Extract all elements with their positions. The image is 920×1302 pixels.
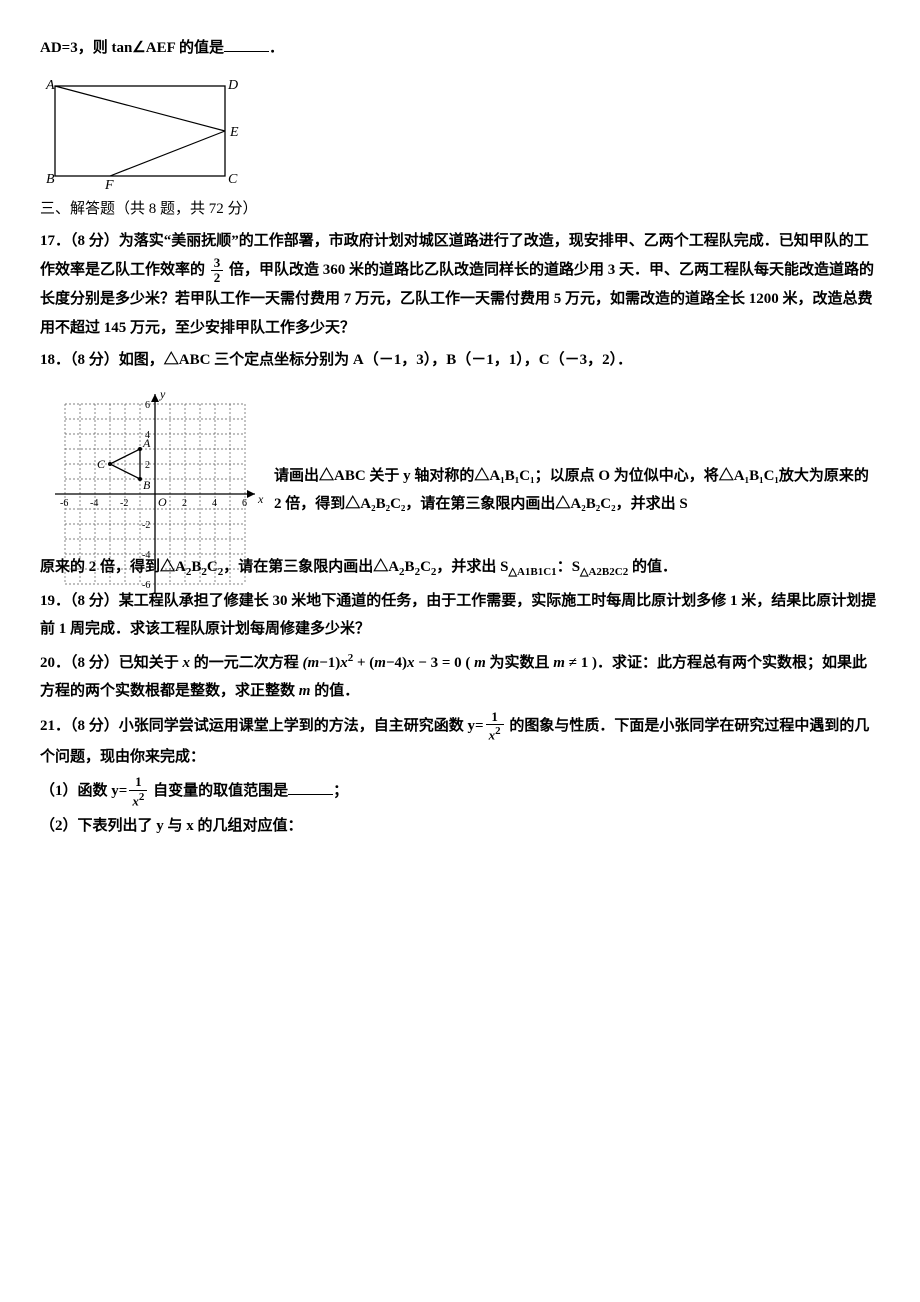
q20: 20．（8 分）已知关于 x 的一元二次方程 (m−1)x2 + (m−4)x … (40, 648, 880, 706)
svg-text:x: x (257, 492, 264, 506)
q21-intro: 21．（8 分）小张同学尝试运用课堂上学到的方法，自主研究函数 y=1x2 的图… (40, 710, 880, 771)
q21-p1: （1）函数 y=1x2 自变量的取值范围是； (40, 775, 880, 808)
svg-text:6: 6 (242, 498, 247, 509)
q17-frac: 32 (211, 256, 224, 286)
svg-text:-6: -6 (60, 498, 68, 509)
svg-text:2: 2 (145, 460, 150, 471)
q21-p2: （2）下表列出了 y 与 x 的几组对应值： (40, 812, 880, 841)
rectangle-figure: A B C D E F (40, 71, 880, 191)
label-C: C (228, 172, 238, 187)
svg-text:-2: -2 (120, 498, 128, 509)
label-B: B (46, 172, 55, 187)
q16-blank[interactable] (224, 36, 269, 52)
svg-text:O: O (158, 495, 167, 509)
q16-text: AD=3，则 tan∠AEF 的值是 (40, 40, 224, 56)
svg-text:4: 4 (212, 498, 217, 509)
q16-period: ． (269, 40, 284, 56)
label-E: E (229, 125, 239, 140)
svg-text:C: C (97, 457, 106, 471)
svg-text:B: B (143, 478, 151, 492)
q17: 17．（8 分）为落实“美丽抚顺”的工作部署，市政府计划对城区道路进行了改造，现… (40, 227, 880, 342)
q18-caption: 请画出△ABC 关于 y 轴对称的△A₁B₁C₁；以原点 O 为位似中心，将△A… (274, 468, 869, 513)
q18-line1: 18．（8 分）如图，△ABC 三个定点坐标分别为 A（－1，3），B（－1，1… (40, 346, 880, 375)
svg-text:6: 6 (145, 400, 150, 411)
q21-blank[interactable] (288, 779, 333, 795)
q19: 19．（8 分）某工程队承担了修建长 30 米地下通道的任务，由于工作需要，实际… (40, 587, 880, 644)
label-A: A (45, 78, 55, 93)
svg-text:2: 2 (182, 498, 187, 509)
section3-heading: 三、解答题（共 8 题，共 72 分） (40, 195, 880, 224)
svg-text:y: y (159, 387, 166, 401)
label-D: D (227, 78, 238, 93)
label-F: F (104, 178, 114, 191)
svg-text:-4: -4 (90, 498, 98, 509)
svg-text:4: 4 (145, 430, 150, 441)
